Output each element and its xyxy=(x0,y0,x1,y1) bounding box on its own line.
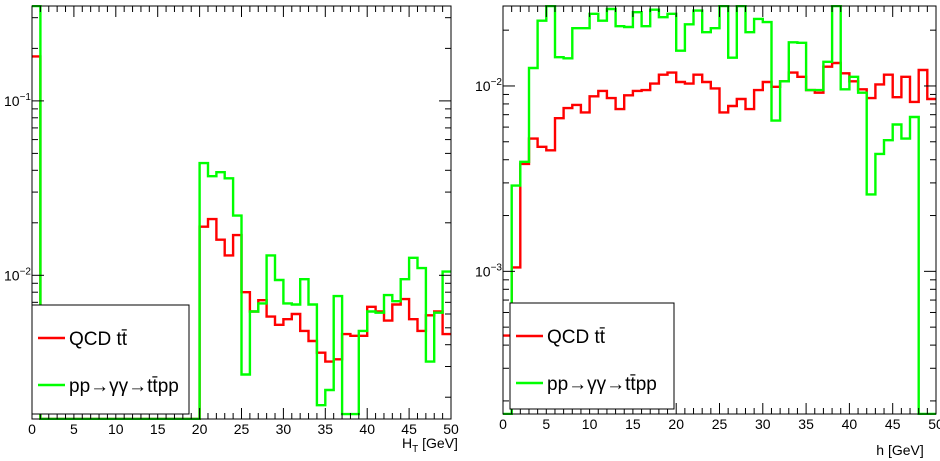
x-tick-label: 15 xyxy=(625,416,641,432)
series-line-gamma-gamma-ttbar xyxy=(503,5,936,415)
x-tick-label: 50 xyxy=(928,416,940,432)
left-panel-ht: 0 5 10 15 20 25 30 35 40 45 50 10−1 10−2 HT [GeV] QCD … xyxy=(4,5,459,455)
right-panel-h: 0 5 10 15 20 25 30 35 40 45 50 10−2 10−3 h [GeV] QCD t… xyxy=(475,5,940,458)
x-tick-label: 20 xyxy=(668,416,684,432)
series-line-qcd-ttbar xyxy=(503,61,936,337)
x-tick-label: 40 xyxy=(359,421,375,437)
x-tick-label: 35 xyxy=(318,421,334,437)
x-tick-label: 25 xyxy=(234,421,250,437)
x-tick-label: 45 xyxy=(401,421,417,437)
x-tick-label: 10 xyxy=(582,416,598,432)
x-tick-label: 30 xyxy=(755,416,771,432)
x-tick-label: 0 xyxy=(499,416,507,432)
x-tick-label: 5 xyxy=(542,416,550,432)
x-tick-label: 35 xyxy=(798,416,814,432)
legend-label: QCD tt̄ xyxy=(69,329,128,350)
legend-box xyxy=(509,302,675,410)
y-tick-label: 10−3 xyxy=(475,262,502,279)
x-tick-label: 20 xyxy=(192,421,208,437)
legend-label: pp→γγ→tt̄pp xyxy=(69,376,179,397)
y-tick-label: 10−1 xyxy=(4,92,31,109)
x-tick-label: 40 xyxy=(842,416,858,432)
x-axis-title: h [GeV] xyxy=(876,442,923,458)
x-tick-label: 50 xyxy=(443,421,459,437)
x-tick-label: 5 xyxy=(70,421,78,437)
y-tick-label: 10−2 xyxy=(475,77,502,94)
legend-label: pp→γγ→tt̄pp xyxy=(547,374,657,395)
x-tick-label: 45 xyxy=(885,416,901,432)
x-axis-title: HT [GeV] xyxy=(402,435,458,455)
legend-box xyxy=(31,304,190,415)
y-tick-label: 10−2 xyxy=(4,266,31,283)
x-tick-label: 15 xyxy=(150,421,166,437)
x-tick-label: 30 xyxy=(276,421,292,437)
x-tick-label: 10 xyxy=(108,421,124,437)
x-tick-label: 0 xyxy=(28,421,36,437)
legend-label: QCD tt̄ xyxy=(547,327,606,348)
x-tick-label: 25 xyxy=(712,416,728,432)
